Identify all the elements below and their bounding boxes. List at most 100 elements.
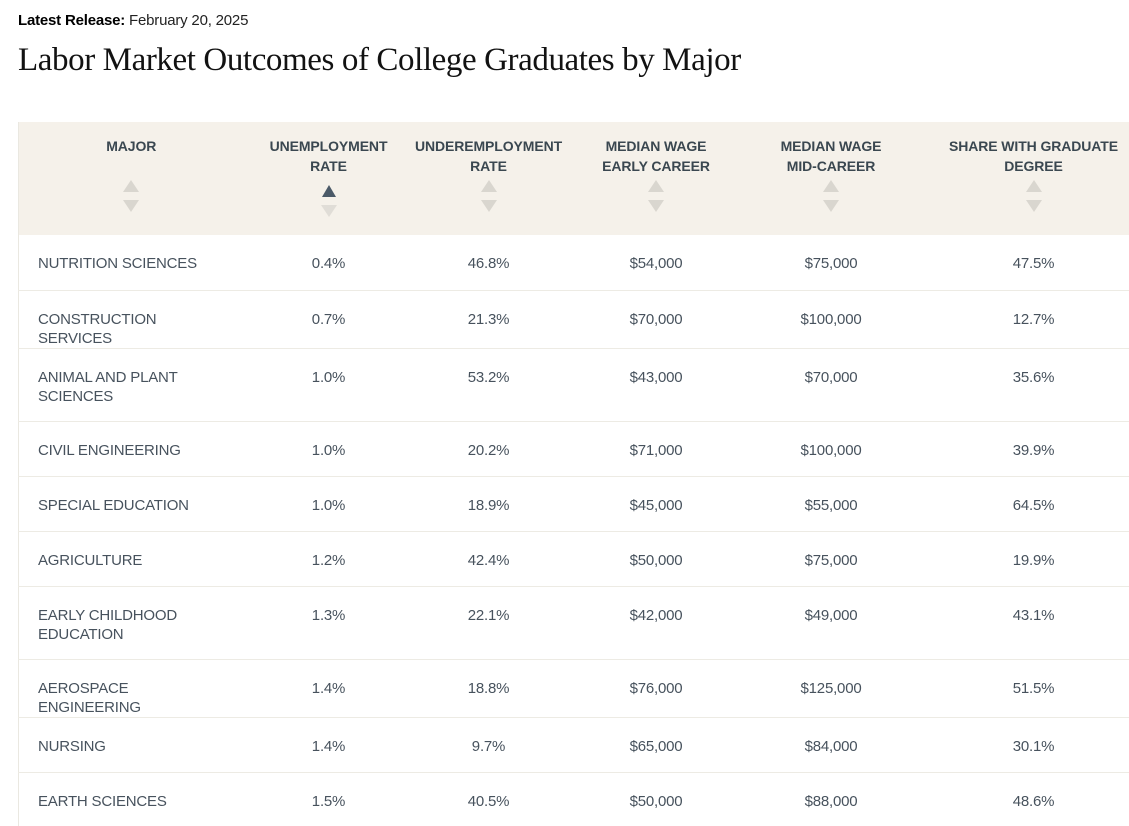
table-row: AEROSPACE ENGINEERING 1.4% 18.8% $76,000…: [18, 659, 1129, 718]
major-cell: ANIMAL AND PLANT SCIENCES: [18, 348, 244, 422]
value-cell: 43.1%: [913, 586, 1129, 660]
table-row: CIVIL ENGINEERING 1.0% 20.2% $71,000 $10…: [18, 421, 1129, 477]
sort-descending-icon: [823, 200, 839, 212]
value-cell: $100,000: [748, 290, 914, 349]
value-cell: $71,000: [563, 421, 749, 477]
value-cell: 1.0%: [243, 476, 414, 532]
value-cell: $54,000: [563, 235, 749, 291]
column-label: UNEMPLOYMENT RATE: [269, 138, 388, 174]
latest-release: Latest Release: February 20, 2025: [18, 12, 1129, 30]
value-cell: $125,000: [748, 659, 914, 718]
sort-arrows: [914, 180, 1129, 212]
major-cell: EARTH SCIENCES: [18, 772, 244, 826]
value-cell: 47.5%: [913, 235, 1129, 291]
value-cell: 39.9%: [913, 421, 1129, 477]
value-cell: $100,000: [748, 421, 914, 477]
latest-release-label: Latest Release:: [18, 12, 126, 29]
column-label: UNDEREMPLOYMENT RATE: [414, 138, 563, 174]
value-cell: $50,000: [563, 772, 749, 826]
value-cell: 12.7%: [913, 290, 1129, 349]
value-cell: 20.2%: [413, 421, 564, 477]
value-cell: 1.4%: [243, 659, 414, 718]
table-row: EARLY CHILDHOOD EDUCATION 1.3% 22.1% $42…: [18, 586, 1129, 660]
value-cell: 64.5%: [913, 476, 1129, 532]
value-cell: $70,000: [563, 290, 749, 349]
sort-arrows: [244, 185, 414, 217]
table-row: NUTRITION SCIENCES 0.4% 46.8% $54,000 $7…: [18, 235, 1129, 291]
value-cell: $55,000: [748, 476, 914, 532]
sort-ascending-icon: [1025, 180, 1042, 192]
column-label: MEDIAN WAGE EARLY CAREER: [602, 138, 710, 174]
value-cell: 1.4%: [243, 717, 414, 773]
sort-ascending-icon: [123, 180, 140, 192]
sort-arrows: [564, 180, 749, 212]
table-row: AGRICULTURE 1.2% 42.4% $50,000 $75,000 1…: [18, 531, 1129, 587]
value-cell: $76,000: [563, 659, 749, 718]
major-cell: NURSING: [18, 717, 244, 773]
value-cell: 51.5%: [913, 659, 1129, 718]
sort-ascending-icon: [480, 180, 497, 192]
value-cell: 30.1%: [913, 717, 1129, 773]
sort-arrows: [19, 180, 244, 212]
major-cell: AEROSPACE ENGINEERING: [18, 659, 244, 718]
sort-descending-icon: [480, 200, 497, 212]
column-label: MEDIAN WAGE MID-CAREER: [780, 138, 882, 174]
value-cell: 46.8%: [413, 235, 564, 291]
value-cell: 40.5%: [413, 772, 564, 826]
value-cell: $70,000: [748, 348, 914, 422]
sort-arrows: [414, 180, 564, 212]
major-cell: CIVIL ENGINEERING: [18, 421, 244, 477]
value-cell: $42,000: [563, 586, 749, 660]
major-cell: AGRICULTURE: [18, 531, 244, 587]
table-body: NUTRITION SCIENCES 0.4% 46.8% $54,000 $7…: [18, 235, 1129, 826]
major-cell: CONSTRUCTION SERVICES: [18, 290, 244, 349]
header-row: MAJOR UNEMPLOYMENT RATE: [18, 122, 1129, 235]
column-header-unemployment-rate[interactable]: UNEMPLOYMENT RATE: [243, 122, 414, 235]
sort-arrows: [749, 180, 914, 212]
value-cell: 1.5%: [243, 772, 414, 826]
table-row: SPECIAL EDUCATION 1.0% 18.9% $45,000 $55…: [18, 476, 1129, 532]
value-cell: 19.9%: [913, 531, 1129, 587]
value-cell: 0.7%: [243, 290, 414, 349]
sort-ascending-icon: [823, 180, 839, 192]
value-cell: 35.6%: [913, 348, 1129, 422]
table-row: NURSING 1.4% 9.7% $65,000 $84,000 30.1%: [18, 717, 1129, 773]
value-cell: 1.0%: [243, 348, 414, 422]
value-cell: 18.8%: [413, 659, 564, 718]
column-header-median-wage-early-career[interactable]: MEDIAN WAGE EARLY CAREER: [563, 122, 749, 235]
major-cell: EARLY CHILDHOOD EDUCATION: [18, 586, 244, 660]
value-cell: 21.3%: [413, 290, 564, 349]
sort-descending-icon: [1025, 200, 1042, 212]
column-header-median-wage-mid-career[interactable]: MEDIAN WAGE MID-CAREER: [748, 122, 914, 235]
value-cell: $75,000: [748, 531, 914, 587]
outcomes-table: MAJOR UNEMPLOYMENT RATE: [18, 122, 1129, 826]
column-header-underemployment-rate[interactable]: UNDEREMPLOYMENT RATE: [413, 122, 564, 235]
column-header-share-with-graduate-degree[interactable]: SHARE WITH GRADUATE DEGREE: [913, 122, 1129, 235]
value-cell: $45,000: [563, 476, 749, 532]
table-row: CONSTRUCTION SERVICES 0.7% 21.3% $70,000…: [18, 290, 1129, 349]
column-header-major[interactable]: MAJOR: [18, 122, 244, 235]
table-row: ANIMAL AND PLANT SCIENCES 1.0% 53.2% $43…: [18, 348, 1129, 422]
value-cell: 53.2%: [413, 348, 564, 422]
value-cell: 0.4%: [243, 235, 414, 291]
major-cell: NUTRITION SCIENCES: [18, 235, 244, 291]
sort-ascending-icon: [648, 180, 664, 192]
sort-descending-icon: [320, 205, 337, 217]
latest-release-date: February 20, 2025: [129, 12, 249, 29]
value-cell: 22.1%: [413, 586, 564, 660]
column-label: SHARE WITH GRADUATE DEGREE: [949, 138, 1118, 174]
sort-descending-icon: [648, 200, 664, 212]
value-cell: 18.9%: [413, 476, 564, 532]
column-label: MAJOR: [106, 138, 157, 154]
sort-descending-icon: [123, 200, 140, 212]
value-cell: $75,000: [748, 235, 914, 291]
value-cell: $88,000: [748, 772, 914, 826]
value-cell: 1.3%: [243, 586, 414, 660]
table-row: EARTH SCIENCES 1.5% 40.5% $50,000 $88,00…: [18, 772, 1129, 826]
sort-ascending-active-icon: [321, 185, 336, 197]
value-cell: 9.7%: [413, 717, 564, 773]
value-cell: 48.6%: [913, 772, 1129, 826]
major-cell: SPECIAL EDUCATION: [18, 476, 244, 532]
page-title: Labor Market Outcomes of College Graduat…: [18, 42, 741, 78]
